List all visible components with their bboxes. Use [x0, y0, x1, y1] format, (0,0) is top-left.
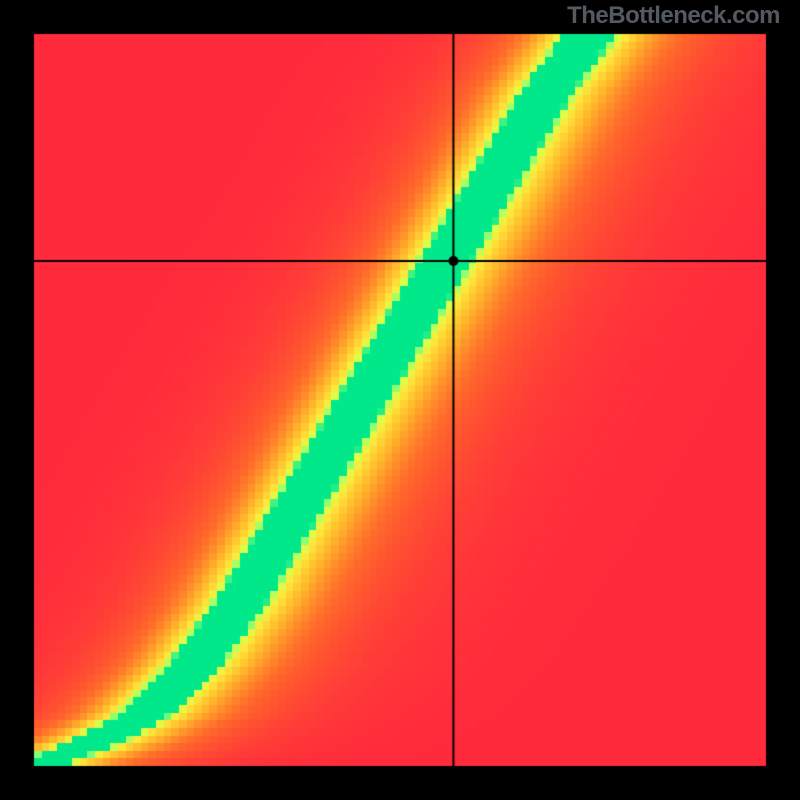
bottleneck-heatmap	[0, 0, 800, 800]
watermark-label: TheBottleneck.com	[567, 2, 780, 30]
